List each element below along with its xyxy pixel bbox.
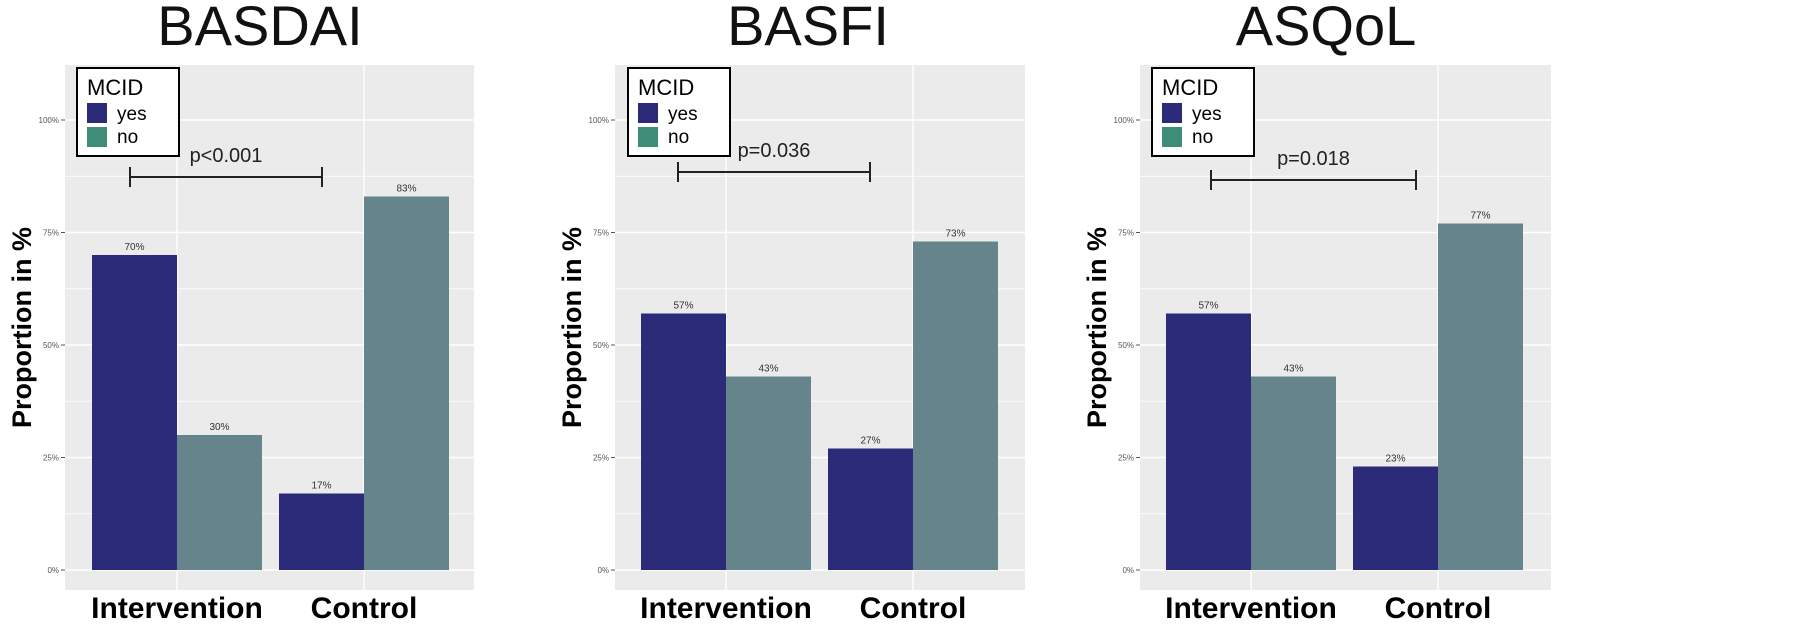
- legend-label-yes: yes: [668, 104, 698, 125]
- bar-no-control: [1438, 223, 1523, 570]
- legend-label-yes: yes: [1192, 104, 1222, 125]
- x-category-label: Intervention: [91, 592, 263, 625]
- chart-panel-2: ASQoL 0% 25% 50% 75% 100% Proportion in % 57% 43…: [1082, 0, 1551, 625]
- y-tick-label: 50%: [1118, 341, 1134, 350]
- significance-bracket: p=0.018: [1210, 148, 1417, 190]
- bar-yes-control: [828, 448, 913, 570]
- data-label: 57%: [1198, 301, 1218, 312]
- p-value-label: p=0.036: [738, 140, 811, 162]
- bar-no-intervention: [1251, 376, 1336, 570]
- y-tick-label: 25%: [593, 454, 609, 463]
- y-axis-label: Proportion in %: [557, 227, 587, 428]
- chart-panel-0: BASDAI 0% 25% 50% 75% 100% Proportion in % 70% 3…: [7, 0, 474, 625]
- legend-key-yes: [638, 103, 658, 123]
- y-axis-label: Proportion in %: [1082, 227, 1112, 428]
- bar-yes-intervention: [92, 255, 177, 570]
- legend-key-yes: [1162, 103, 1182, 123]
- data-label: 70%: [124, 242, 144, 253]
- bar-yes-intervention: [1166, 313, 1251, 570]
- chart-title: BASFI: [727, 0, 889, 57]
- y-tick-label: 25%: [1118, 454, 1134, 463]
- legend-title: MCID: [87, 75, 143, 100]
- x-category-label: Control: [860, 592, 967, 625]
- x-category-label: Control: [1385, 592, 1492, 625]
- y-tick-label: 75%: [593, 229, 609, 238]
- y-tick-label: 100%: [589, 116, 609, 125]
- data-label: 23%: [1385, 454, 1405, 465]
- data-label: 17%: [311, 481, 331, 492]
- data-label: 57%: [673, 301, 693, 312]
- legend-label-yes: yes: [117, 104, 147, 125]
- y-tick-label: 25%: [43, 454, 59, 463]
- legend-key-no: [1162, 127, 1182, 147]
- significance-bracket: p=0.036: [677, 140, 871, 182]
- y-tick-label: 50%: [593, 341, 609, 350]
- bar-no-intervention: [726, 376, 811, 570]
- p-value-label: p<0.001: [190, 145, 263, 167]
- data-label: 73%: [945, 229, 965, 240]
- y-tick-label: 50%: [43, 341, 59, 350]
- x-category-label: Control: [311, 592, 418, 625]
- data-label: 27%: [860, 436, 880, 447]
- legend-label-no: no: [1192, 127, 1213, 148]
- y-tick-label: 75%: [43, 229, 59, 238]
- data-label: 83%: [396, 184, 416, 195]
- legend-label-no: no: [117, 127, 138, 148]
- x-category-label: Intervention: [640, 592, 812, 625]
- data-label: 43%: [1283, 364, 1303, 375]
- y-tick-label: 0%: [597, 566, 609, 575]
- legend-key-no: [87, 127, 107, 147]
- chart-title: BASDAI: [157, 0, 362, 57]
- bar-no-intervention: [177, 435, 262, 570]
- chart-title: ASQoL: [1236, 0, 1417, 57]
- data-label: 77%: [1470, 211, 1490, 222]
- y-tick-label: 0%: [47, 566, 59, 575]
- chart-panel-1: BASFI 0% 25% 50% 75% 100% Proportion in % 57% 43…: [557, 0, 1025, 625]
- bar-no-control: [913, 241, 998, 570]
- significance-bracket: p<0.001: [129, 145, 323, 187]
- legend-key-no: [638, 127, 658, 147]
- legend-title: MCID: [638, 75, 694, 100]
- legend-key-yes: [87, 103, 107, 123]
- p-value-label: p=0.018: [1277, 148, 1350, 170]
- x-category-label: Intervention: [1165, 592, 1337, 625]
- y-tick-label: 100%: [39, 116, 59, 125]
- y-tick-label: 75%: [1118, 229, 1134, 238]
- data-label: 30%: [209, 422, 229, 433]
- bar-yes-control: [1353, 466, 1438, 570]
- legend-title: MCID: [1162, 75, 1218, 100]
- y-axis-label: Proportion in %: [7, 227, 37, 428]
- y-tick-label: 100%: [1114, 116, 1134, 125]
- y-tick-label: 0%: [1122, 566, 1134, 575]
- legend-label-no: no: [668, 127, 689, 148]
- bar-no-control: [364, 196, 449, 570]
- bar-yes-intervention: [641, 313, 726, 570]
- data-label: 43%: [758, 364, 778, 375]
- bar-yes-control: [279, 493, 364, 570]
